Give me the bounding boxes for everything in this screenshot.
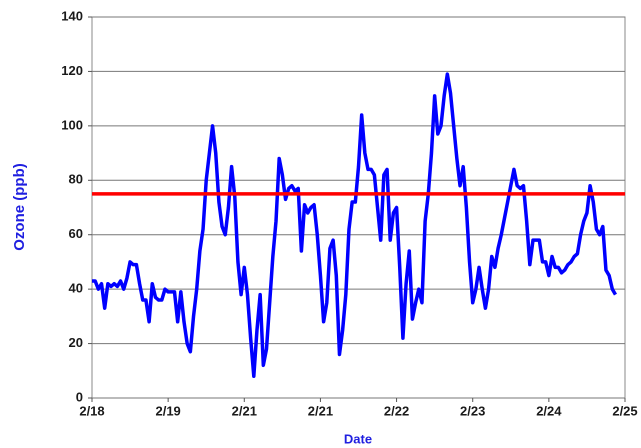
y-tick-label: 120 [61,63,83,78]
plot-area [91,16,626,399]
x-tick-label: 2/22 [384,403,409,418]
x-tick-label: 2/24 [536,403,562,418]
y-tick-label: 40 [69,281,83,296]
y-tick-label: 80 [69,172,83,187]
y-tick-label: 100 [61,117,83,132]
x-tick-label: 2/21 [308,403,333,418]
data-line [92,72,617,378]
y-tick-label: 20 [69,335,83,350]
y-tick-label: 140 [61,8,83,23]
y-tick-label: 0 [76,389,83,404]
x-axis-title: Date [344,431,372,446]
y-axis-title: Ozone (ppb) [11,163,28,250]
y-tick-label: 60 [69,226,83,241]
x-tick-label: 2/21 [232,403,257,418]
x-tick-label: 2/25 [612,403,637,418]
x-tick-label: 2/18 [79,403,104,418]
x-tick-label: 2/23 [460,403,485,418]
x-tick-label: 2/19 [155,403,180,418]
